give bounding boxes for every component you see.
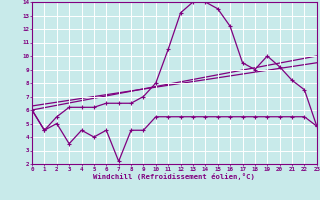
X-axis label: Windchill (Refroidissement éolien,°C): Windchill (Refroidissement éolien,°C) [93,173,255,180]
